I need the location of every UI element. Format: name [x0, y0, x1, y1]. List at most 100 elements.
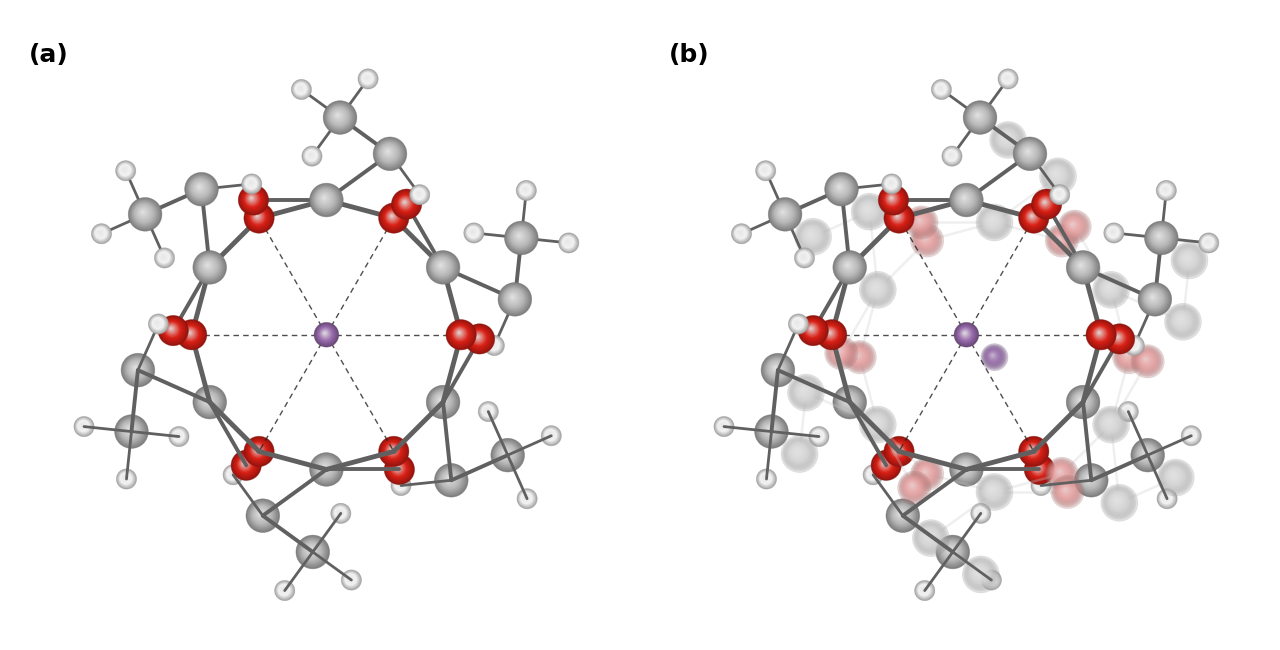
- Ellipse shape: [411, 185, 429, 204]
- Ellipse shape: [516, 181, 536, 201]
- Ellipse shape: [1160, 184, 1171, 196]
- Ellipse shape: [278, 583, 291, 597]
- Ellipse shape: [977, 114, 979, 116]
- Ellipse shape: [1083, 472, 1097, 486]
- Ellipse shape: [148, 315, 168, 333]
- Ellipse shape: [525, 496, 527, 499]
- Ellipse shape: [732, 224, 750, 243]
- Ellipse shape: [1106, 419, 1112, 425]
- Ellipse shape: [187, 330, 192, 335]
- Ellipse shape: [333, 111, 344, 122]
- Ellipse shape: [246, 499, 279, 532]
- Ellipse shape: [1148, 225, 1174, 250]
- Ellipse shape: [1004, 74, 1011, 83]
- Ellipse shape: [165, 322, 179, 337]
- Ellipse shape: [883, 462, 886, 465]
- Ellipse shape: [714, 417, 735, 437]
- Ellipse shape: [227, 468, 238, 480]
- Ellipse shape: [874, 286, 877, 289]
- Ellipse shape: [846, 344, 872, 369]
- Ellipse shape: [865, 207, 869, 211]
- Ellipse shape: [156, 249, 173, 266]
- Ellipse shape: [1001, 72, 1014, 84]
- Ellipse shape: [247, 206, 270, 229]
- Ellipse shape: [872, 283, 881, 292]
- Ellipse shape: [393, 190, 420, 218]
- Ellipse shape: [933, 81, 948, 97]
- Ellipse shape: [517, 234, 521, 237]
- Ellipse shape: [332, 504, 349, 521]
- Ellipse shape: [335, 508, 344, 517]
- Ellipse shape: [758, 419, 783, 443]
- Ellipse shape: [913, 519, 950, 556]
- Ellipse shape: [989, 122, 1027, 159]
- Ellipse shape: [244, 204, 273, 232]
- Ellipse shape: [785, 439, 813, 467]
- Ellipse shape: [795, 248, 814, 267]
- Ellipse shape: [769, 361, 783, 376]
- Ellipse shape: [133, 365, 138, 371]
- Ellipse shape: [913, 214, 927, 228]
- Ellipse shape: [1116, 344, 1140, 369]
- Ellipse shape: [1015, 139, 1043, 168]
- Ellipse shape: [947, 151, 955, 159]
- Ellipse shape: [279, 586, 288, 594]
- Ellipse shape: [320, 194, 329, 202]
- Ellipse shape: [297, 536, 328, 567]
- Ellipse shape: [1100, 278, 1121, 300]
- Ellipse shape: [803, 320, 823, 340]
- Ellipse shape: [888, 501, 916, 529]
- Ellipse shape: [334, 507, 346, 519]
- Ellipse shape: [1126, 337, 1142, 353]
- Ellipse shape: [736, 229, 745, 237]
- Ellipse shape: [1052, 476, 1083, 507]
- Ellipse shape: [844, 261, 852, 270]
- Ellipse shape: [1078, 263, 1084, 268]
- Ellipse shape: [870, 472, 873, 475]
- Ellipse shape: [429, 253, 457, 281]
- Ellipse shape: [337, 510, 342, 515]
- Ellipse shape: [795, 320, 800, 326]
- Ellipse shape: [1130, 342, 1135, 347]
- Ellipse shape: [195, 252, 225, 283]
- Ellipse shape: [380, 205, 406, 230]
- Ellipse shape: [892, 211, 902, 222]
- Ellipse shape: [305, 149, 319, 162]
- Ellipse shape: [196, 253, 223, 281]
- Ellipse shape: [1041, 199, 1048, 206]
- Ellipse shape: [392, 189, 421, 219]
- Ellipse shape: [872, 450, 901, 480]
- Ellipse shape: [116, 162, 134, 179]
- Ellipse shape: [520, 183, 532, 197]
- Ellipse shape: [813, 431, 823, 441]
- Ellipse shape: [308, 547, 314, 552]
- Ellipse shape: [490, 341, 497, 348]
- Ellipse shape: [982, 571, 1001, 589]
- Ellipse shape: [980, 344, 1009, 370]
- Ellipse shape: [1120, 403, 1137, 420]
- Ellipse shape: [1138, 283, 1171, 316]
- Ellipse shape: [719, 421, 727, 430]
- Ellipse shape: [776, 205, 792, 222]
- Ellipse shape: [716, 418, 732, 435]
- Ellipse shape: [500, 448, 512, 459]
- Ellipse shape: [394, 464, 402, 471]
- Ellipse shape: [970, 503, 991, 523]
- Ellipse shape: [756, 417, 785, 445]
- Ellipse shape: [1125, 354, 1128, 356]
- Ellipse shape: [805, 322, 819, 337]
- Ellipse shape: [760, 165, 771, 175]
- Ellipse shape: [1053, 465, 1068, 479]
- Ellipse shape: [801, 389, 805, 391]
- Ellipse shape: [1060, 485, 1071, 496]
- Ellipse shape: [123, 354, 154, 385]
- Ellipse shape: [932, 79, 951, 99]
- Ellipse shape: [197, 255, 220, 278]
- Ellipse shape: [123, 423, 137, 437]
- Ellipse shape: [922, 587, 927, 592]
- Ellipse shape: [492, 343, 495, 346]
- Ellipse shape: [472, 332, 485, 344]
- Ellipse shape: [764, 357, 790, 382]
- Ellipse shape: [756, 470, 776, 488]
- Ellipse shape: [198, 257, 219, 276]
